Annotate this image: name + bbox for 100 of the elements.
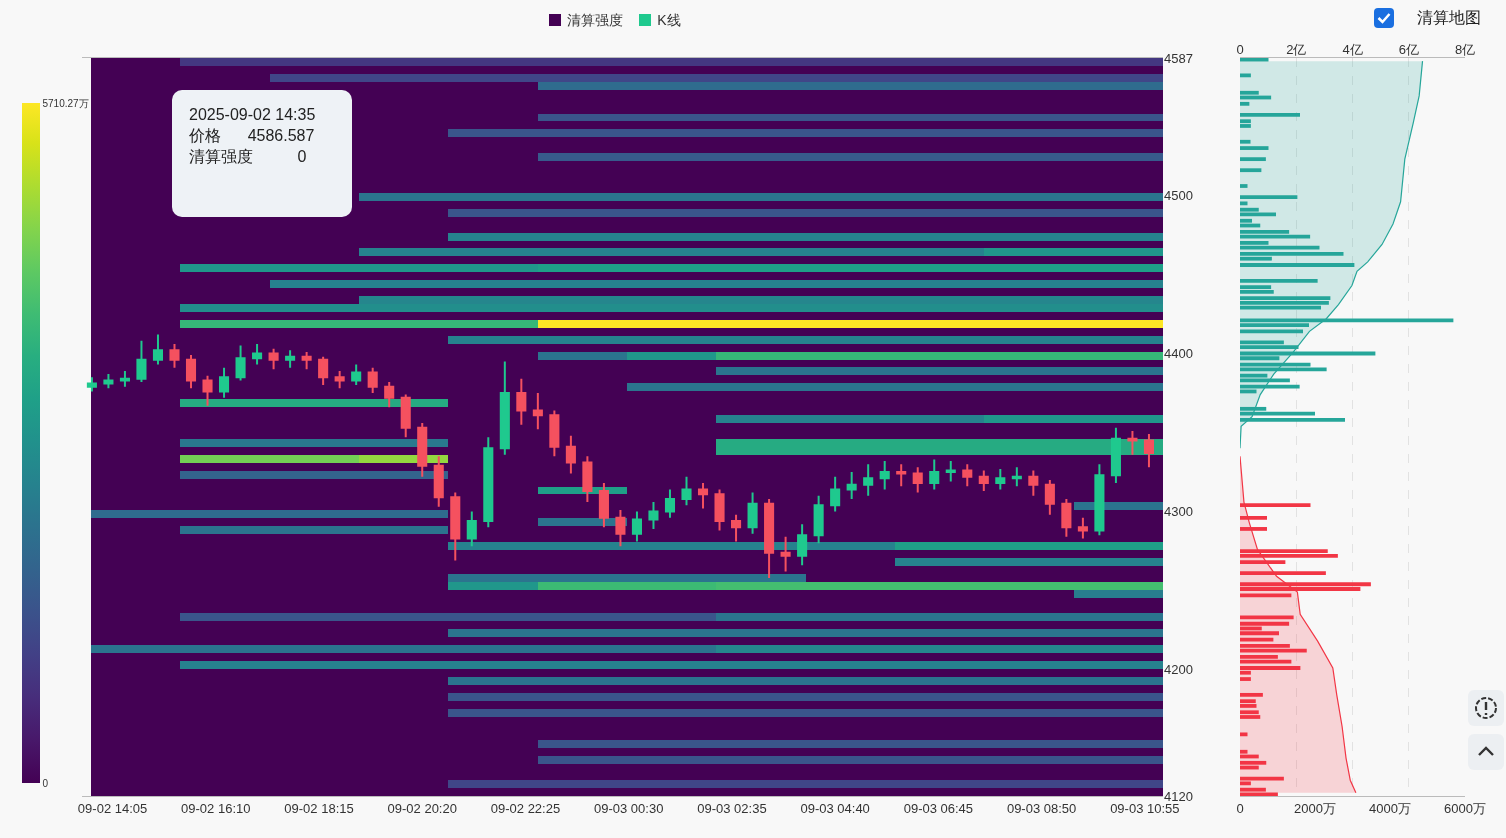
candlestick [318,355,329,387]
candlestick [978,469,989,492]
x2-tick-label: 2亿 [1286,42,1307,58]
bar [1240,677,1251,681]
candlestick [863,463,874,497]
candlestick [417,422,428,478]
candlestick [565,434,576,475]
x-tick-label: 09-03 06:45 [903,800,974,816]
candlestick [334,369,345,390]
candlestick [351,363,362,387]
candlestick [1011,466,1022,488]
candlestick [384,380,395,409]
candlestick [681,475,692,507]
candlestick [813,494,824,545]
bar [1240,621,1290,626]
bar [1240,659,1292,664]
candlestick [400,393,411,439]
x2-tick-label: 0 [1236,42,1244,58]
candlestick [912,466,923,494]
bar [1240,201,1248,206]
candlestick [1127,429,1138,456]
x-tick-label: 2000万 [1294,800,1336,816]
bar [1240,168,1262,173]
candlestick [103,373,114,390]
bar [1240,285,1272,290]
candlestick [367,366,378,395]
bar [1240,631,1279,636]
candlestick [185,354,197,390]
x-tick-label: 09-02 18:15 [284,800,354,816]
candlestick [235,344,246,382]
candlestick [169,343,180,369]
candlestick [664,488,676,519]
y-tick-label: 4500 [1164,188,1193,204]
candlestick [1143,433,1155,469]
candlestick [797,523,808,567]
candlestick [119,369,130,388]
candlestick [86,376,97,393]
candlestick [152,333,164,366]
candlestick [268,347,279,371]
candlestick [301,350,312,371]
bar [1240,195,1298,199]
x-tick-label: 09-03 08:50 [1006,800,1077,816]
candlestick [582,455,593,504]
bar [1240,157,1266,162]
bar [1240,593,1292,598]
bar [1240,732,1248,737]
x-tick-label: 09-02 20:20 [387,800,457,816]
x-tick-label: 0 [1236,800,1244,816]
bar [1240,139,1251,144]
legend-label: K线 [657,12,681,28]
candlestick [218,366,230,399]
candlestick [252,343,263,366]
candlestick [764,497,775,579]
text: 清算地图 [1417,9,1481,26]
candlestick [896,463,907,488]
candlestick [648,501,659,530]
x-tick-label: 09-02 16:10 [181,800,251,816]
candlestick [1044,478,1055,516]
bar [1240,263,1355,267]
color-bar-label: 5710.27万 [42,97,89,109]
candlestick [731,513,742,543]
candlestick [1028,469,1039,497]
bar [1240,112,1300,117]
candlestick [466,510,477,548]
candlestick [433,455,444,508]
bar [1240,648,1307,653]
y-tick-label: 4400 [1164,346,1193,362]
candlestick [136,339,147,383]
bar [1240,760,1267,765]
candlestick [945,459,956,483]
y-tick-label: 4200 [1164,662,1193,678]
x-tick-label: 4000万 [1369,800,1411,816]
candlestick [631,510,642,543]
candlestick [879,459,890,491]
candlestick [598,482,609,529]
candlestick [532,392,543,431]
bar [1240,289,1274,294]
bar [1240,73,1251,78]
bar [1240,119,1251,124]
x2-tick-label: 4亿 [1342,42,1363,58]
bar [1240,710,1259,715]
color-bar-label: 0 [42,777,49,789]
candlestick [615,508,626,548]
candlestick [549,409,560,458]
candlestick [714,488,725,532]
x2-tick-label: 6亿 [1398,42,1419,58]
x2-tick-label: 8亿 [1454,42,1476,58]
candlestick [1110,426,1121,485]
x-tick-label: 09-02 22:25 [490,800,561,816]
bar [1240,245,1320,250]
candlestick [1077,516,1088,540]
bar [1240,296,1331,301]
bar [1240,146,1269,150]
bar [1240,699,1256,704]
candlestick [1061,497,1072,538]
bar [1240,278,1318,283]
candlestick [780,535,791,573]
x-tick-label: 6000万 [1444,800,1486,816]
candlestick [830,475,841,513]
candlestick [846,471,857,500]
